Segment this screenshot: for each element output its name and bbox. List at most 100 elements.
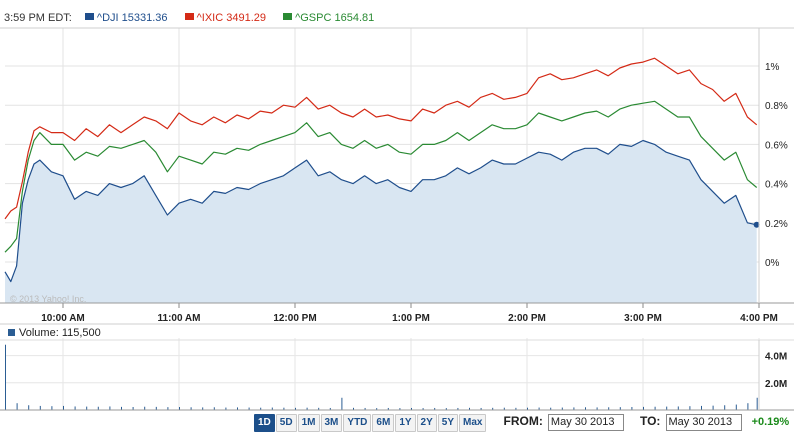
volume-bar — [399, 408, 401, 410]
to-date-input[interactable]: May 30 2013 — [665, 414, 742, 431]
volume-bar — [631, 407, 633, 410]
price-lines — [4, 57, 760, 283]
range-controls: 1D 5D 1M 3M YTD 6M 1Y 2Y 5Y Max FROM: May 30 2013… — [254, 414, 794, 433]
from-date-input[interactable]: May 30 2013 — [547, 414, 624, 431]
volume-bar — [712, 405, 714, 410]
from-label: FROM: — [503, 414, 543, 429]
volume-bar — [387, 407, 389, 410]
volume-bar — [306, 407, 308, 410]
legend-symbol: ^DJI — [96, 12, 119, 24]
volume-bar — [701, 405, 702, 410]
volume-bar — [677, 406, 679, 410]
volume-bar — [735, 404, 737, 410]
legend-item-dji[interactable]: ^DJI 15331.36 — [84, 12, 171, 24]
chart-frame — [0, 27, 794, 411]
y-tick-label: 0.8% — [765, 101, 788, 112]
volume-value: 115,500 — [61, 327, 101, 339]
volume-bar — [329, 407, 331, 410]
volume-bar — [63, 405, 64, 410]
volume-bar — [364, 407, 366, 410]
x-tick-label: 11:00 AM — [158, 313, 201, 324]
volume-bar — [74, 406, 76, 410]
range-button-1y[interactable]: 1Y — [395, 414, 416, 433]
range-button-2y[interactable]: 2Y — [416, 414, 437, 433]
volume-bar — [538, 407, 540, 410]
volume-bar — [213, 407, 215, 410]
volume-axis-ticks: 4.0M 2.0M — [765, 352, 787, 390]
series-line-ixic — [4, 57, 758, 220]
x-tick-label: 1:00 PM — [392, 313, 430, 324]
volume-bar — [5, 344, 6, 410]
legend-value: 3491.29 — [226, 12, 266, 24]
volume-bar — [190, 407, 192, 410]
volume-bar — [353, 407, 354, 410]
range-button-6m[interactable]: 6M — [372, 414, 395, 433]
y-tick-label: 0.4% — [765, 180, 788, 191]
volume-bars — [5, 344, 758, 410]
legend-symbol: ^IXIC — [196, 12, 224, 24]
volume-bar — [51, 406, 53, 410]
range-button-5d[interactable]: 5D — [275, 414, 297, 433]
volume-bar — [666, 406, 668, 410]
volume-bar — [434, 407, 436, 410]
volume-bar — [527, 407, 528, 410]
volume-bar — [654, 406, 656, 410]
series-line-gspc — [4, 100, 758, 253]
quote-time: 3:59 PM EDT: — [4, 12, 72, 24]
watermark: © 2013 Yahoo! Inc. — [10, 294, 86, 304]
volume-bar — [179, 407, 180, 410]
legend-value: 15331.36 — [121, 12, 168, 24]
volume-label: Volume: 115,500 — [8, 326, 101, 340]
range-button-3m[interactable]: 3M — [320, 414, 343, 433]
to-label: TO: — [639, 414, 661, 429]
range-button-1d[interactable]: 1D — [254, 414, 275, 433]
legend-swatch-dji — [84, 13, 94, 20]
volume-bar — [260, 407, 262, 410]
volume-bar — [457, 407, 459, 410]
volume-bar — [515, 407, 517, 410]
range-button-5y[interactable]: 5Y — [437, 414, 459, 433]
volume-bar — [16, 403, 18, 410]
volume-bar — [202, 407, 204, 410]
volume-bar — [422, 408, 424, 410]
volume-bar — [492, 407, 494, 410]
volume-bar — [28, 405, 30, 410]
volume-bar — [86, 406, 88, 410]
price-area — [5, 140, 757, 303]
volume-bar — [318, 407, 320, 410]
volume-bar — [121, 406, 122, 410]
y-tick-label: 1% — [765, 62, 780, 73]
x-tick-label: 4:00 PM — [740, 313, 778, 324]
legend-value: 1654.81 — [334, 12, 375, 24]
volume-bar — [341, 397, 343, 410]
volume-bar — [561, 407, 563, 410]
volume-bar — [608, 407, 610, 410]
volume-bar — [132, 407, 134, 410]
series-line-dji — [4, 139, 757, 283]
price-axis-ticks: 1% 0.8% 0.6% 0.4% 0.2% 0% 10:00 AM 11:00 AM 12:0… — [41, 62, 788, 324]
x-tick-label: 12:00 PM — [273, 313, 316, 324]
range-button-max[interactable]: Max — [459, 414, 487, 433]
y-tick-label: 0.6% — [765, 140, 788, 151]
chart-header: 3:59 PM EDT: ^DJI 15331.36 ^IXIC 3491.29… — [4, 9, 794, 27]
volume-bar — [469, 407, 470, 410]
volume-bar — [756, 397, 758, 410]
volume-bar — [747, 403, 749, 410]
volume-bar — [167, 407, 169, 410]
volume-bar — [503, 407, 505, 410]
volume-bar — [144, 406, 146, 410]
x-tick-label: 10:00 AM — [41, 313, 85, 324]
volume-bar — [411, 407, 412, 410]
legend-item-gspc[interactable]: ^GSPC 1654.81 — [283, 12, 374, 24]
volume-bar — [480, 407, 482, 410]
y-tick-label: 0.2% — [765, 219, 788, 230]
vol-tick-label: 2.0M — [765, 379, 787, 390]
volume-bar — [550, 407, 552, 410]
range-button-ytd[interactable]: YTD — [343, 414, 372, 433]
volume-bar — [643, 406, 644, 410]
x-tick-label: 3:00 PM — [624, 313, 662, 324]
volume-bar — [724, 405, 726, 410]
range-button-1m[interactable]: 1M — [297, 414, 320, 433]
legend-item-ixic[interactable]: ^IXIC 3491.29 — [184, 12, 269, 24]
